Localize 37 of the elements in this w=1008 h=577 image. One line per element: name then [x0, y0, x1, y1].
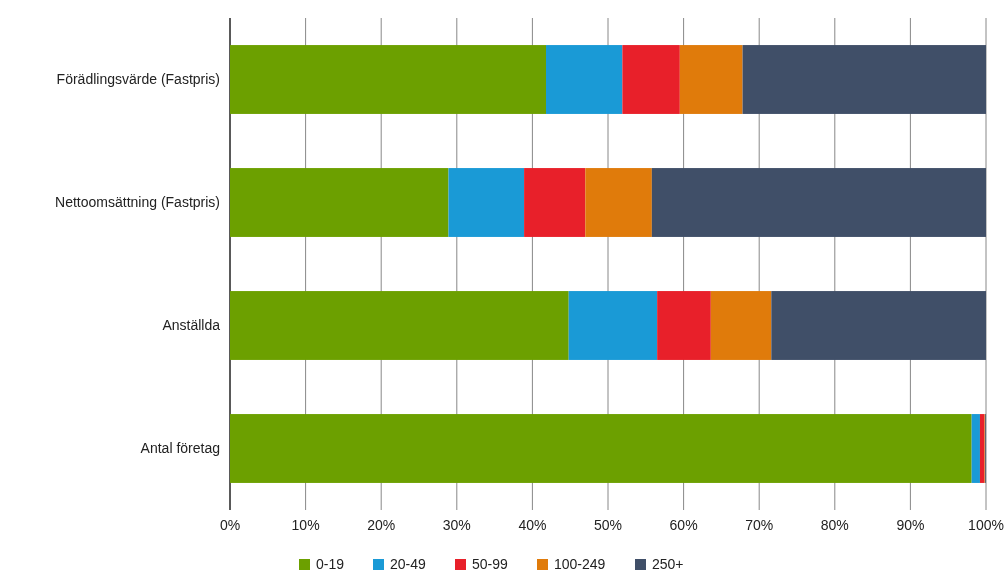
bar	[230, 45, 547, 114]
bar	[230, 168, 449, 237]
y-tick-label: Förädlingsvärde (Fastpris)	[56, 71, 220, 88]
bar	[971, 414, 980, 483]
bar	[546, 45, 623, 114]
x-tick-label: 10%	[291, 517, 320, 533]
y-tick-label: Antal företag	[140, 440, 220, 457]
legend-label: 50-99	[472, 556, 509, 572]
bar	[679, 45, 743, 114]
bar	[742, 45, 986, 114]
x-tick-label: 50%	[593, 517, 623, 533]
x-tick-label: 60%	[669, 517, 698, 533]
bar	[710, 291, 772, 360]
bar	[771, 291, 986, 360]
bar	[651, 168, 986, 237]
legend-label: 0-19	[316, 556, 345, 572]
bar	[585, 168, 652, 237]
bar	[230, 414, 972, 483]
bar	[524, 168, 586, 237]
x-tick-label: 70%	[745, 517, 774, 533]
bar	[622, 45, 680, 114]
legend-label: 100-249	[554, 556, 606, 572]
x-tick-label: 100%	[968, 517, 1004, 533]
x-tick-label: 90%	[896, 517, 925, 533]
legend-label: 250+	[652, 556, 684, 572]
legend-label: 20-49	[390, 556, 427, 572]
bar	[230, 291, 569, 360]
bar	[448, 168, 525, 237]
x-tick-label: 80%	[820, 517, 849, 533]
x-tick-label: 40%	[518, 517, 547, 533]
x-tick-label: 20%	[367, 517, 396, 533]
bar	[657, 291, 711, 360]
y-tick-label: Nettoomsättning (Fastpris)	[55, 194, 220, 211]
y-tick-label: Anställda	[162, 317, 221, 334]
bar	[568, 291, 658, 360]
x-tick-label: 0%	[219, 517, 241, 533]
x-tick-label: 30%	[442, 517, 471, 533]
